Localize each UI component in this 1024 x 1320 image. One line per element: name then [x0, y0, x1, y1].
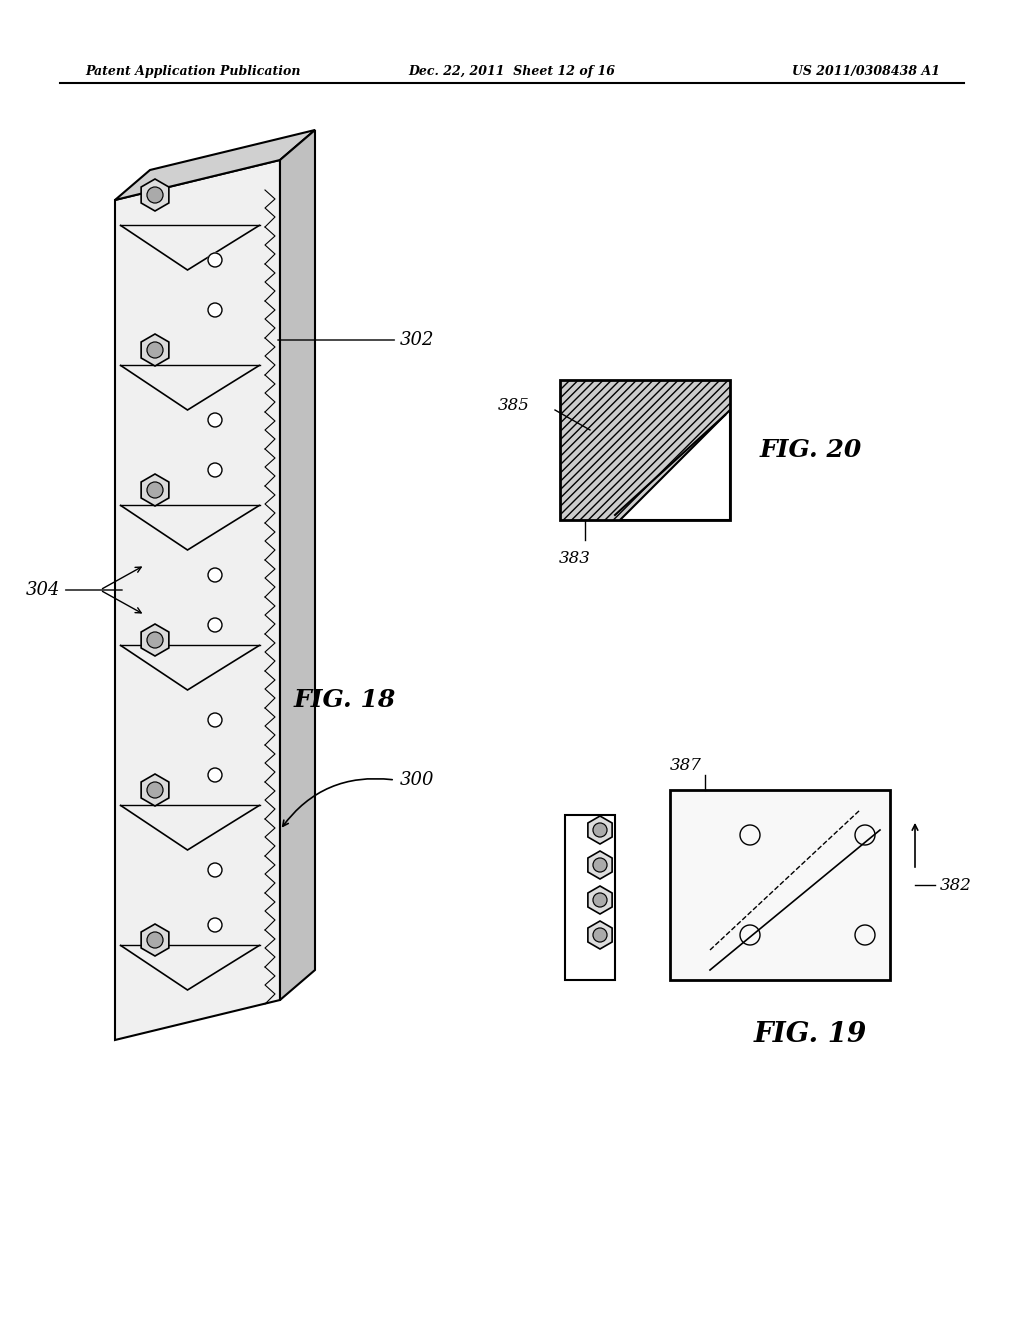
Circle shape: [593, 822, 607, 837]
Circle shape: [593, 894, 607, 907]
Polygon shape: [588, 816, 612, 843]
Text: 383: 383: [559, 550, 591, 568]
Polygon shape: [588, 921, 612, 949]
Text: 387: 387: [670, 756, 701, 774]
Polygon shape: [588, 851, 612, 879]
Text: Dec. 22, 2011  Sheet 12 of 16: Dec. 22, 2011 Sheet 12 of 16: [409, 66, 615, 78]
Text: Patent Application Publication: Patent Application Publication: [85, 66, 300, 78]
Circle shape: [740, 925, 760, 945]
Polygon shape: [141, 924, 169, 956]
Polygon shape: [588, 886, 612, 913]
Bar: [560, 380, 730, 520]
Circle shape: [147, 342, 163, 358]
Circle shape: [593, 858, 607, 873]
Circle shape: [208, 463, 222, 477]
Bar: [565, 814, 615, 979]
Bar: [670, 789, 890, 979]
Polygon shape: [141, 774, 169, 807]
Circle shape: [147, 932, 163, 948]
Polygon shape: [280, 129, 315, 1001]
Polygon shape: [141, 624, 169, 656]
Circle shape: [593, 928, 607, 942]
Text: 304: 304: [26, 581, 122, 599]
Text: 302: 302: [278, 331, 434, 348]
Text: FIG. 19: FIG. 19: [754, 1022, 866, 1048]
Polygon shape: [115, 160, 280, 1040]
Polygon shape: [141, 180, 169, 211]
Circle shape: [208, 568, 222, 582]
Text: FIG. 20: FIG. 20: [760, 438, 862, 462]
Circle shape: [208, 768, 222, 781]
Polygon shape: [141, 474, 169, 506]
Text: US 2011/0308438 A1: US 2011/0308438 A1: [792, 66, 940, 78]
Circle shape: [147, 482, 163, 498]
Polygon shape: [141, 334, 169, 366]
Bar: [560, 380, 730, 520]
Circle shape: [740, 825, 760, 845]
Circle shape: [855, 825, 874, 845]
Circle shape: [208, 413, 222, 426]
Polygon shape: [115, 129, 315, 201]
Polygon shape: [620, 411, 730, 520]
Text: 382: 382: [940, 876, 972, 894]
Text: FIG. 18: FIG. 18: [294, 688, 396, 711]
Circle shape: [208, 618, 222, 632]
Circle shape: [208, 917, 222, 932]
Circle shape: [208, 863, 222, 876]
Circle shape: [208, 304, 222, 317]
Circle shape: [147, 632, 163, 648]
Circle shape: [147, 781, 163, 799]
Circle shape: [208, 253, 222, 267]
Text: 300: 300: [400, 771, 434, 789]
Circle shape: [147, 187, 163, 203]
Circle shape: [855, 925, 874, 945]
Text: 385: 385: [498, 396, 530, 413]
Circle shape: [208, 713, 222, 727]
